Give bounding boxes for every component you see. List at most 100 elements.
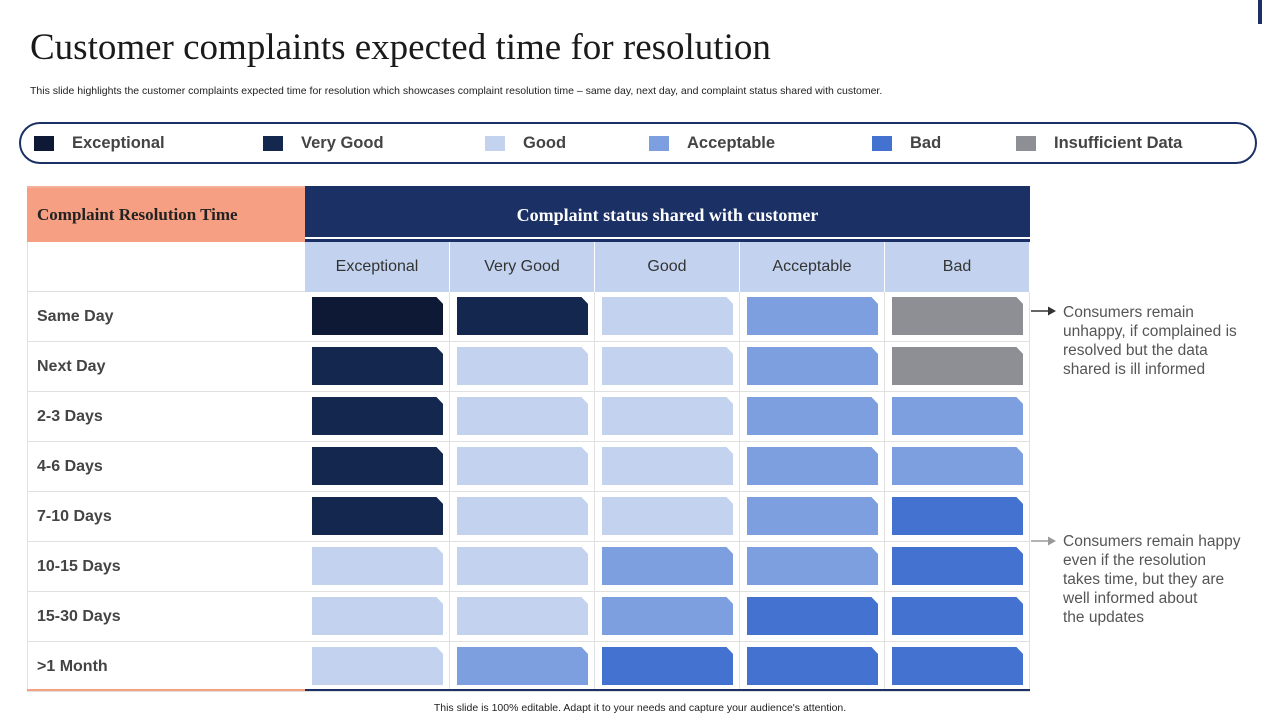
- rating-fill-insufficient-data: [892, 347, 1023, 385]
- page-subtitle: This slide highlights the customer compl…: [30, 85, 883, 97]
- rating-cell-next-day-bad: [885, 342, 1030, 392]
- rating-fill-acceptable: [747, 347, 878, 385]
- rating-fill-very-good: [312, 397, 443, 435]
- rating-cell-2-3-days-bad: [885, 392, 1030, 442]
- rating-cell-same-day-bad: [885, 292, 1030, 342]
- arrow-head: [1048, 306, 1056, 316]
- legend-swatch: [485, 135, 505, 151]
- legend-item-insufficient-data: Insufficient Data: [1016, 124, 1182, 162]
- rating-cell-2-3-days-exceptional: [305, 392, 450, 442]
- legend-item-very-good: Very Good: [263, 124, 384, 162]
- note-unhappy: Consumers remain unhappy, if complained …: [1063, 304, 1237, 378]
- rating-cell-15-30-days-acceptable: [740, 592, 885, 642]
- rating-fill-bad: [602, 647, 733, 685]
- column-header-bad: Bad: [885, 242, 1030, 292]
- page-title: Customer complaints expected time for re…: [30, 27, 771, 68]
- rating-fill-bad: [747, 597, 878, 635]
- legend-label: Very Good: [301, 133, 384, 152]
- column-header-exceptional: Exceptional: [305, 242, 450, 292]
- legend-swatch: [1016, 135, 1036, 151]
- rating-cell-2-3-days-good: [595, 392, 740, 442]
- rating-cell-same-day-acceptable: [740, 292, 885, 342]
- legend-swatch: [872, 135, 892, 151]
- column-axis-header-label: Complaint status shared with customer: [516, 205, 819, 225]
- rating-fill-good: [457, 397, 588, 435]
- footer-note: This slide is 100% editable. Adapt it to…: [433, 702, 847, 714]
- arrow-right-icon: [1031, 536, 1056, 546]
- rating-fill-acceptable: [747, 297, 878, 335]
- rating-fill-acceptable: [602, 597, 733, 635]
- rating-cell-1-month-good: [595, 642, 740, 692]
- rating-cell-4-6-days-bad: [885, 442, 1030, 492]
- table-bottom-rule-right: [305, 689, 1030, 691]
- rating-cell-7-10-days-bad: [885, 492, 1030, 542]
- rating-fill-bad: [747, 647, 878, 685]
- column-axis-header: Complaint status shared with customer: [305, 186, 1030, 242]
- rating-cell-2-3-days-very-good: [450, 392, 595, 442]
- rating-fill-bad: [892, 547, 1023, 585]
- rating-cell-7-10-days-very-good: [450, 492, 595, 542]
- column-header-very-good: Very Good: [450, 242, 595, 292]
- rating-cell-10-15-days-very-good: [450, 542, 595, 592]
- rating-cell-2-3-days-acceptable: [740, 392, 885, 442]
- rating-fill-acceptable: [602, 547, 733, 585]
- rating-fill-good: [602, 347, 733, 385]
- note-happy: Consumers remain happy even if the resol…: [1063, 533, 1241, 626]
- corner-cell: [27, 242, 305, 292]
- rating-fill-insufficient-data: [892, 297, 1023, 335]
- row-label-10-15-days: 10-15 Days: [27, 542, 305, 592]
- rating-cell-4-6-days-exceptional: [305, 442, 450, 492]
- rating-cell-10-15-days-good: [595, 542, 740, 592]
- legend-item-bad: Bad: [872, 124, 941, 162]
- corner-accent-bar: [1258, 0, 1262, 24]
- rating-fill-acceptable: [457, 647, 588, 685]
- rating-cell-1-month-bad: [885, 642, 1030, 692]
- legend-label: Insufficient Data: [1054, 133, 1183, 152]
- legend-item-acceptable: Acceptable: [649, 124, 775, 162]
- legend-label: Acceptable: [687, 133, 776, 152]
- row-axis-header-label: Complaint Resolution Time: [37, 205, 238, 224]
- rating-cell-same-day-very-good: [450, 292, 595, 342]
- arrow-right-icon: [1031, 306, 1056, 316]
- rating-fill-good: [457, 597, 588, 635]
- rating-fill-bad: [892, 647, 1023, 685]
- rating-fill-good: [312, 597, 443, 635]
- legend-swatch: [649, 135, 669, 151]
- rating-cell-1-month-exceptional: [305, 642, 450, 692]
- legend-item-good: Good: [485, 124, 566, 162]
- rating-fill-good: [312, 647, 443, 685]
- row-label-15-30-days: 15-30 Days: [27, 592, 305, 642]
- rating-cell-10-15-days-exceptional: [305, 542, 450, 592]
- rating-fill-very-good: [457, 297, 588, 335]
- rating-fill-good: [457, 447, 588, 485]
- legend-label: Bad: [910, 133, 942, 152]
- rating-cell-15-30-days-very-good: [450, 592, 595, 642]
- rating-fill-acceptable: [892, 397, 1023, 435]
- rating-fill-acceptable: [747, 447, 878, 485]
- rating-fill-good: [457, 497, 588, 535]
- rating-fill-acceptable: [747, 497, 878, 535]
- legend-item-exceptional: Exceptional: [34, 124, 165, 162]
- table-bottom-rule-left: [27, 689, 305, 691]
- legend: Exceptional Very Good Good Acceptable Ba…: [19, 122, 1257, 164]
- rating-cell-next-day-acceptable: [740, 342, 885, 392]
- row-label-2-3-days: 2-3 Days: [27, 392, 305, 442]
- rating-cell-1-month-acceptable: [740, 642, 885, 692]
- rating-cell-15-30-days-good: [595, 592, 740, 642]
- rating-fill-good: [602, 297, 733, 335]
- rating-fill-good: [457, 547, 588, 585]
- column-header-good: Good: [595, 242, 740, 292]
- legend-swatch: [34, 135, 54, 151]
- rating-cell-15-30-days-bad: [885, 592, 1030, 642]
- rating-cell-15-30-days-exceptional: [305, 592, 450, 642]
- rating-cell-4-6-days-very-good: [450, 442, 595, 492]
- header-divider: [305, 237, 1030, 239]
- rating-cell-same-day-good: [595, 292, 740, 342]
- rating-cell-next-day-good: [595, 342, 740, 392]
- rating-fill-very-good: [312, 347, 443, 385]
- rating-cell-1-month-very-good: [450, 642, 595, 692]
- arrow-head: [1048, 536, 1056, 546]
- rating-fill-bad: [892, 497, 1023, 535]
- rating-fill-good: [602, 447, 733, 485]
- rating-fill-acceptable: [747, 397, 878, 435]
